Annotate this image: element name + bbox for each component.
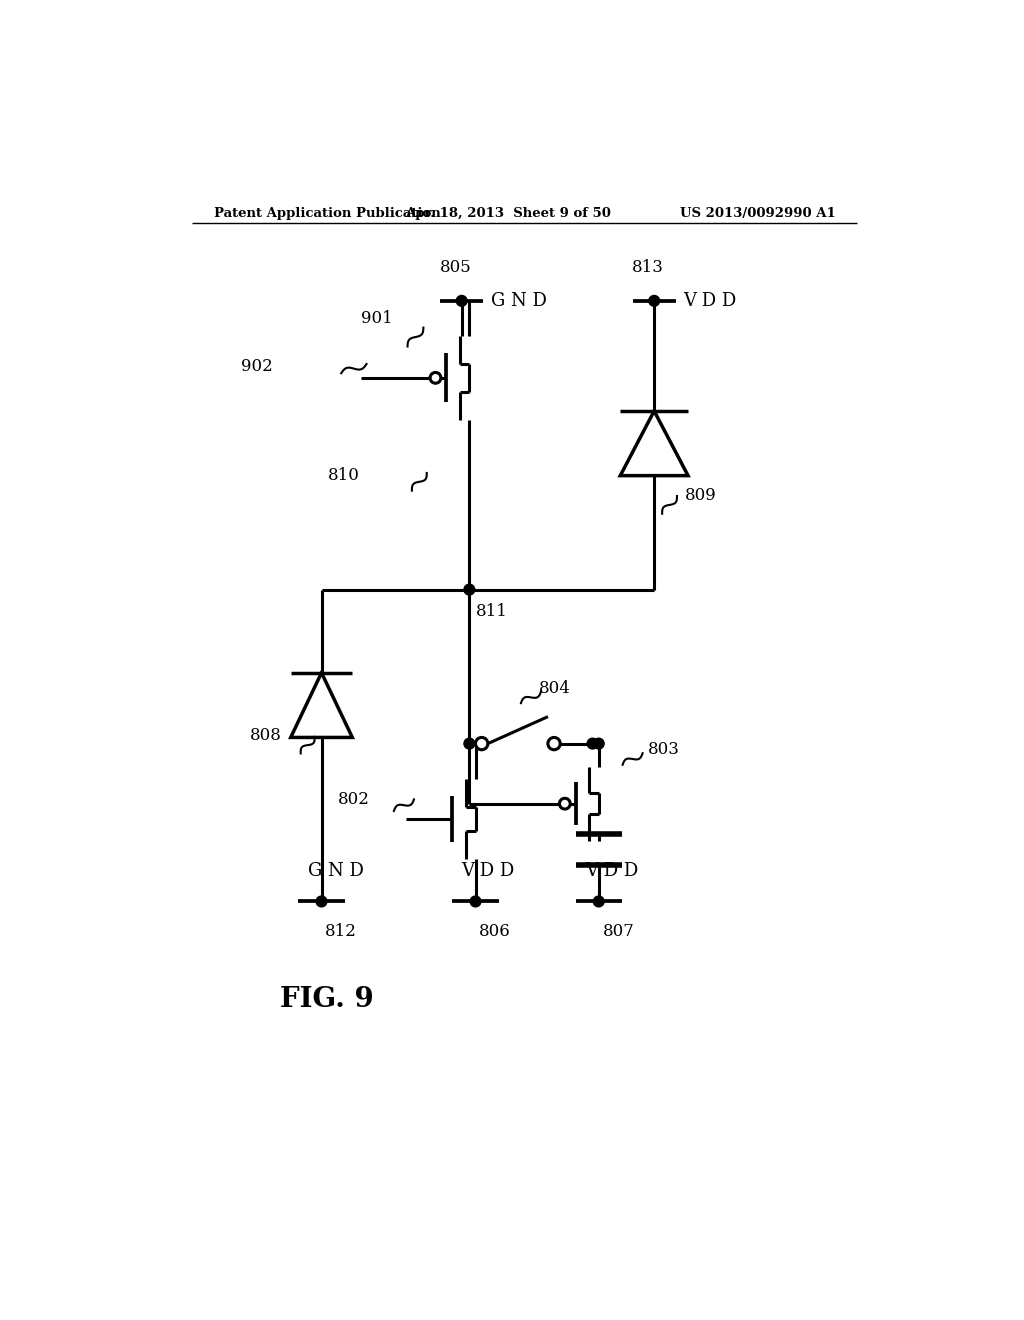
Text: 902: 902 <box>242 358 273 375</box>
Text: 809: 809 <box>685 487 717 504</box>
Circle shape <box>470 896 481 907</box>
Text: US 2013/0092990 A1: US 2013/0092990 A1 <box>680 207 836 220</box>
Circle shape <box>316 896 327 907</box>
Text: 813: 813 <box>632 259 664 276</box>
Text: 901: 901 <box>360 310 392 327</box>
Text: 805: 805 <box>439 259 471 276</box>
Text: 812: 812 <box>326 923 357 940</box>
Circle shape <box>464 585 475 595</box>
Circle shape <box>593 738 604 748</box>
Text: G N D: G N D <box>490 292 547 310</box>
Text: 808: 808 <box>250 727 282 744</box>
Circle shape <box>548 738 560 750</box>
Text: 802: 802 <box>337 791 370 808</box>
Circle shape <box>457 296 467 306</box>
Text: 807: 807 <box>602 923 635 940</box>
Text: V D D: V D D <box>462 862 515 880</box>
Circle shape <box>649 296 659 306</box>
Text: Patent Application Publication: Patent Application Publication <box>214 207 440 220</box>
Text: 804: 804 <box>539 680 570 697</box>
Circle shape <box>593 896 604 907</box>
Text: FIG. 9: FIG. 9 <box>280 986 374 1012</box>
Text: 806: 806 <box>479 923 511 940</box>
Circle shape <box>464 738 475 748</box>
Text: V D D: V D D <box>585 862 638 880</box>
Circle shape <box>475 738 487 750</box>
Text: G N D: G N D <box>307 862 364 880</box>
Circle shape <box>430 372 441 383</box>
Text: Apr. 18, 2013  Sheet 9 of 50: Apr. 18, 2013 Sheet 9 of 50 <box>404 207 610 220</box>
Text: 810: 810 <box>328 467 360 484</box>
Text: 803: 803 <box>648 742 680 758</box>
Circle shape <box>587 738 598 748</box>
Text: 811: 811 <box>475 603 508 619</box>
Circle shape <box>559 799 570 809</box>
Text: V D D: V D D <box>683 292 736 310</box>
